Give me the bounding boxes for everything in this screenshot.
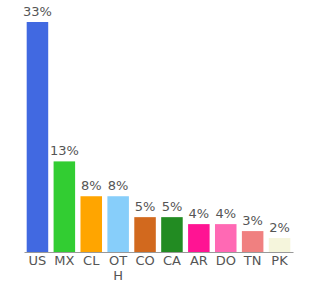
tick: CO — [135, 253, 154, 268]
bar — [188, 224, 210, 252]
data-label: 13% — [50, 143, 79, 158]
tick: PK — [271, 253, 288, 268]
tick-label: CL — [83, 253, 100, 268]
tick-label: AR — [190, 253, 208, 268]
tick-label: PK — [271, 253, 288, 268]
tick-label: MX — [54, 253, 74, 268]
data-label: 4% — [189, 206, 210, 221]
tick-label: US — [29, 253, 47, 268]
tick-label: OTH — [109, 253, 127, 282]
tick-label: DO — [216, 253, 236, 268]
tick-label: CO — [135, 253, 154, 268]
tick: CA — [163, 253, 181, 268]
bar — [134, 217, 156, 252]
tick: CL — [83, 253, 100, 268]
data-label: 8% — [81, 178, 102, 193]
tick: OTH — [109, 253, 127, 282]
x-axis: US MX CL OTH CO CA AR DO TN PK — [25, 253, 294, 283]
bar — [80, 196, 102, 252]
tick: AR — [190, 253, 208, 268]
bar — [161, 217, 183, 252]
data-label: 33% — [23, 4, 52, 19]
data-label: 8% — [108, 178, 129, 193]
data-labels: 33% 13% 8% 8% 5% 5% 4% 4% 3% 2% — [23, 4, 290, 235]
data-label: 3% — [242, 213, 263, 228]
data-label: 5% — [162, 199, 183, 214]
tick-label: TN — [243, 253, 262, 268]
data-label: 4% — [215, 206, 236, 221]
data-label: 5% — [135, 199, 156, 214]
bars — [27, 22, 291, 252]
bar — [27, 22, 49, 252]
tick: TN — [243, 253, 262, 268]
tick-label: CA — [163, 253, 181, 268]
data-label: 2% — [269, 220, 290, 235]
bar — [54, 161, 76, 252]
tick: US — [29, 253, 47, 268]
tick: MX — [54, 253, 74, 268]
bar — [215, 224, 237, 252]
bar — [269, 238, 291, 252]
bar — [107, 196, 129, 252]
chart: 33% 13% 8% 8% 5% 5% 4% 4% 3% 2% US MX CL OTH CO CA AR DO T… — [0, 0, 320, 300]
tick: DO — [216, 253, 236, 268]
bar — [242, 231, 264, 252]
